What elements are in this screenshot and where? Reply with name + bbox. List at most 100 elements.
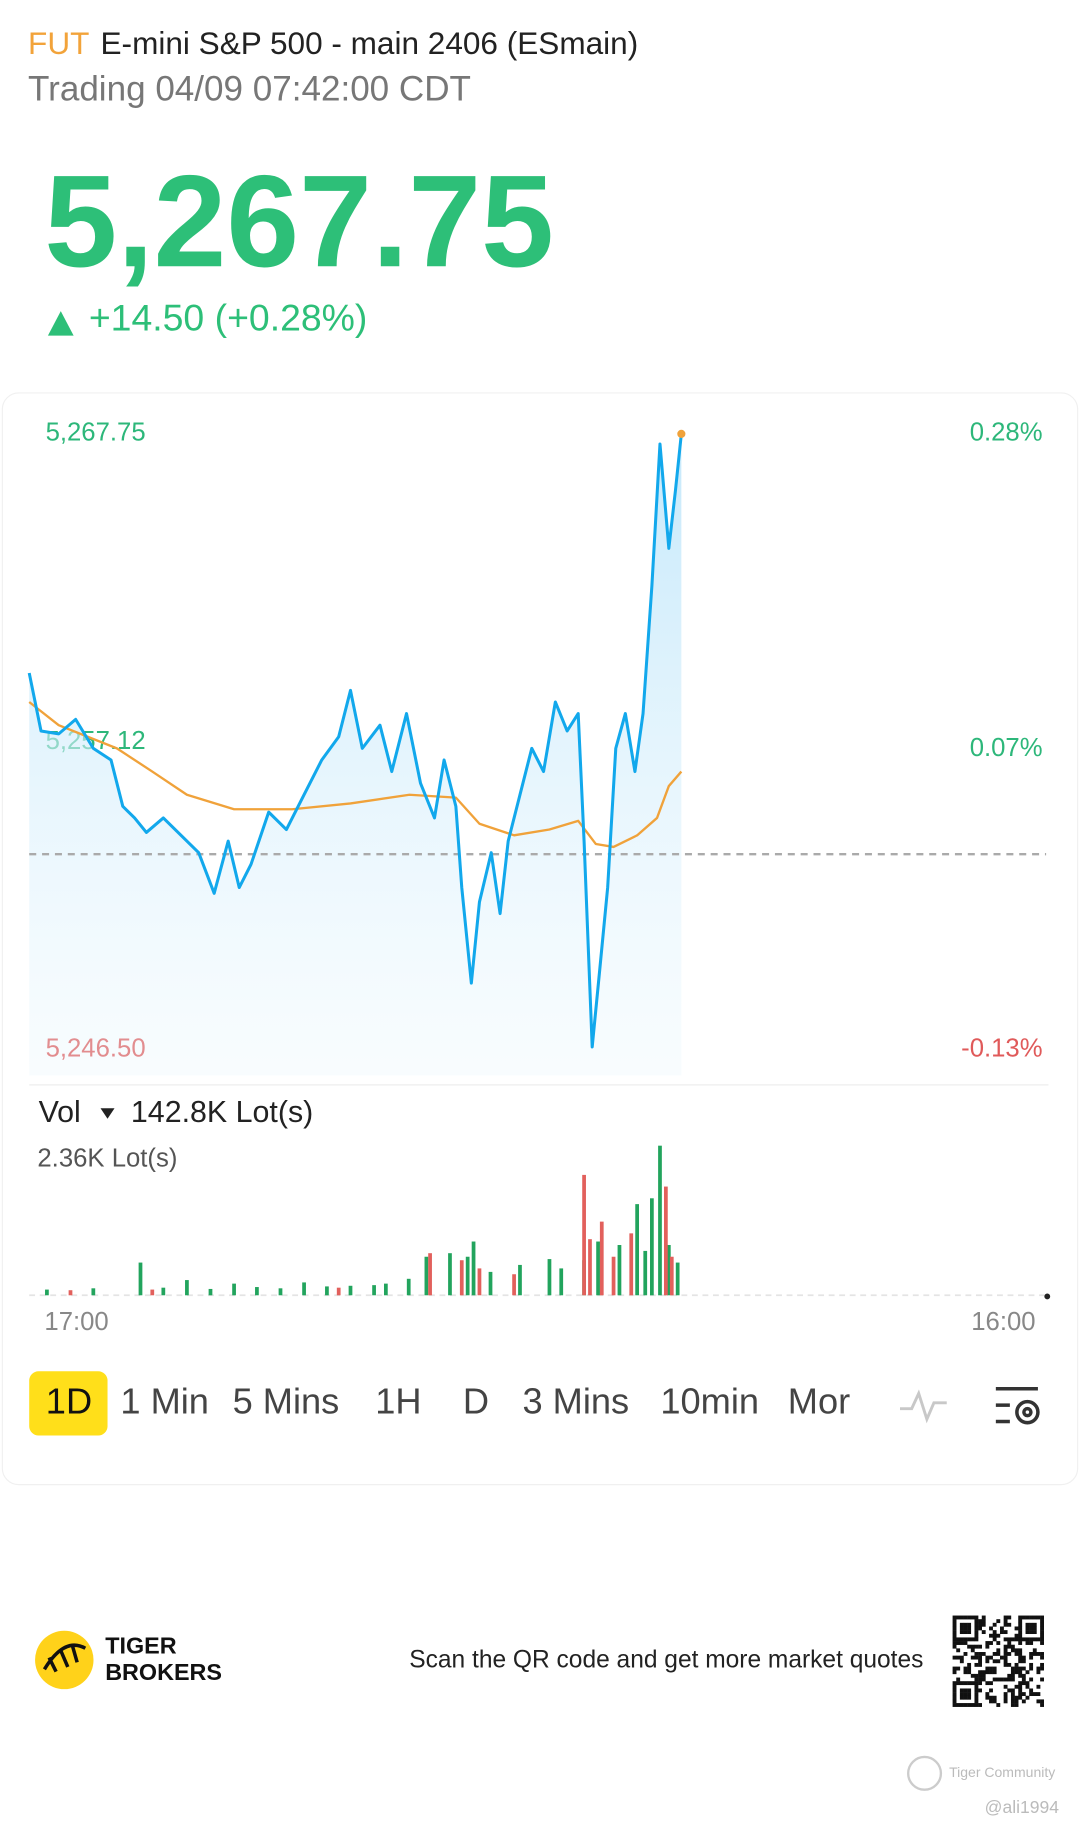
qr-module [952, 1630, 957, 1635]
qr-module [1032, 1692, 1037, 1697]
qr-module [959, 1688, 964, 1693]
qr-module [952, 1688, 957, 1693]
qr-module [956, 1666, 961, 1671]
qr-module [985, 1641, 990, 1645]
chart-style-icon[interactable] [900, 1389, 947, 1424]
qr-module [1010, 1673, 1015, 1678]
qr-module [1018, 1659, 1023, 1664]
instrument-title: E-mini S&P 500 - main 2406 (ESmain) [101, 25, 639, 61]
qr-module [1018, 1684, 1023, 1689]
username: @ali1994 [985, 1797, 1060, 1817]
qr-module [981, 1652, 986, 1656]
qr-module [1003, 1622, 1008, 1627]
qr-module [967, 1692, 972, 1697]
qr-module [978, 1652, 983, 1656]
qr-module [970, 1655, 975, 1660]
qr-module [985, 1666, 990, 1671]
qr-module [1018, 1670, 1023, 1675]
qr-module [1029, 1622, 1034, 1627]
qr-module [1010, 1688, 1015, 1693]
qr-module [1032, 1622, 1037, 1627]
qr-module [967, 1670, 972, 1675]
qr-module [1032, 1626, 1037, 1631]
qr-module [1018, 1637, 1023, 1642]
volume-bar [666, 1245, 671, 1296]
qr-module [1029, 1652, 1034, 1656]
qr-module [1014, 1699, 1019, 1704]
volume-bar [161, 1287, 166, 1296]
brand-name: BROKERS [105, 1659, 222, 1685]
qr-module [967, 1695, 972, 1700]
qr-module [1018, 1681, 1023, 1686]
volume-bar [68, 1290, 73, 1296]
qr-module [1040, 1626, 1044, 1631]
qr-module [989, 1681, 993, 1686]
qr-module [974, 1644, 979, 1649]
timeframe-tab[interactable]: 1H [375, 1381, 421, 1422]
qr-module [1036, 1652, 1041, 1656]
qr-module [989, 1633, 993, 1638]
qr-module [1029, 1655, 1034, 1660]
volume-bar [650, 1198, 654, 1296]
volume-bar [406, 1278, 411, 1296]
timeframe-tab[interactable]: 5 Mins [233, 1381, 340, 1422]
qr-module [989, 1688, 993, 1693]
qr-module [1040, 1637, 1044, 1642]
settings-icon[interactable] [995, 1387, 1040, 1425]
qr-module [1018, 1622, 1023, 1627]
qr-module [959, 1637, 964, 1642]
watermark-logo [907, 1755, 943, 1791]
qr-module [992, 1666, 997, 1671]
qr-module [1025, 1630, 1030, 1635]
timeframe-tab[interactable]: 10min [660, 1381, 759, 1422]
volume-bar [302, 1282, 306, 1296]
qr-module [1021, 1677, 1026, 1682]
volume-bar [658, 1145, 662, 1296]
qr-module [981, 1670, 986, 1675]
qr-module [959, 1615, 964, 1620]
qr-module [1029, 1630, 1034, 1635]
timeframe-tab[interactable]: 3 Mins [522, 1381, 629, 1422]
qr-module [1021, 1666, 1026, 1671]
qr-module [952, 1615, 957, 1620]
timeframe-tab[interactable]: 1 Min [120, 1381, 209, 1422]
qr-module [989, 1666, 993, 1671]
qr-module [1025, 1626, 1030, 1631]
qr-module [1040, 1622, 1044, 1627]
qr-module [1018, 1648, 1023, 1653]
qr-module [1036, 1670, 1041, 1675]
qr-module [970, 1644, 975, 1649]
qr-module [1018, 1633, 1023, 1638]
qr-module [974, 1619, 979, 1624]
qr-module [978, 1673, 983, 1678]
qr-module [1018, 1626, 1023, 1631]
qr-module [1040, 1652, 1044, 1656]
volume-bar [185, 1280, 189, 1296]
qr-module [963, 1622, 968, 1627]
qr-module [1007, 1688, 1012, 1693]
timeframe-tab[interactable]: 1D [46, 1381, 92, 1422]
qr-module [981, 1622, 986, 1627]
qr-module [974, 1633, 979, 1638]
qr-module [974, 1655, 979, 1660]
qr-module [974, 1677, 979, 1682]
qr-module [952, 1670, 957, 1675]
volume-bar [599, 1221, 604, 1296]
volume-dropdown[interactable] [100, 1108, 115, 1119]
qr-module [1029, 1677, 1034, 1682]
qr-module [1029, 1662, 1034, 1667]
timeframe-tab[interactable]: Mor [788, 1381, 850, 1422]
qr-module [992, 1652, 997, 1656]
qr-module [989, 1699, 993, 1704]
qr-code [952, 1615, 1044, 1707]
qr-module [1010, 1648, 1015, 1653]
qr-module [974, 1630, 979, 1635]
qr-module [1010, 1695, 1015, 1700]
qr-module [981, 1619, 986, 1624]
volume-bar [448, 1253, 452, 1296]
qr-module [974, 1703, 979, 1707]
qr-module [959, 1695, 964, 1700]
qr-module [1040, 1630, 1044, 1635]
qr-module [963, 1641, 968, 1645]
timeframe-tab[interactable]: D [463, 1381, 489, 1422]
